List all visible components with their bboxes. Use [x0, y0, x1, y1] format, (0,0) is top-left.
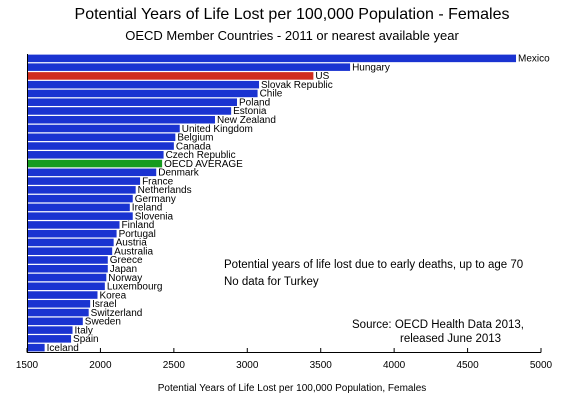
bar-iceland [27, 343, 45, 352]
bar-netherlands [27, 186, 136, 194]
bar-mexico [27, 54, 517, 63]
chart-title: Potential Years of Life Lost per 100,000… [74, 6, 510, 23]
x-tick-label-3000: 3000 [236, 360, 259, 371]
x-tick-label-4000: 4000 [383, 360, 406, 371]
bar-label-mexico: Mexico [518, 54, 550, 65]
bar-label-chile: Chile [260, 89, 283, 100]
bar-label-portugal: Portugal [119, 229, 156, 240]
bar-label-israel: Israel [92, 299, 116, 310]
bar-italy [27, 326, 73, 334]
bar-label-estonia: Estonia [233, 106, 267, 117]
bar-label-belgium: Belgium [177, 133, 213, 144]
bar-finland [27, 221, 120, 229]
x-axis: 1500 2000 2500 3000 3500 4000 4500 5000 [16, 54, 553, 371]
x-axis-label: Potential Years of Life Lost per 100,000… [157, 383, 427, 394]
bar-label-italy: Italy [75, 325, 93, 336]
bar-poland [27, 98, 238, 106]
bars-group [27, 54, 517, 352]
bar-label-switzerland: Switzerland [91, 308, 143, 319]
bar-label-austria: Austria [116, 238, 148, 249]
bar-austria [27, 238, 114, 247]
annotation-note-1: Potential years of life lost due to earl… [224, 259, 523, 271]
bar-slovenia [27, 212, 133, 220]
bar-switzerland [27, 308, 89, 317]
bar-hungary [27, 63, 351, 71]
x-tick-label-1500: 1500 [16, 360, 39, 371]
bar-portugal [27, 229, 117, 238]
x-tick-label-2000: 2000 [89, 360, 112, 371]
bar-korea [27, 291, 98, 299]
bar-oecd-average [27, 159, 163, 168]
bar-czech-republic [27, 151, 164, 159]
bar-label-australia: Australia [114, 246, 153, 257]
bar-israel [27, 300, 91, 308]
bar-label-greece: Greece [110, 255, 143, 266]
bar-label-japan: Japan [110, 264, 137, 275]
x-tick-label-3500: 3500 [310, 360, 333, 371]
bar-spain [27, 335, 72, 343]
bar-norway [27, 273, 107, 282]
bar-us [27, 72, 314, 80]
bar-canada [27, 142, 174, 150]
bar-sweden [27, 317, 83, 326]
bar-estonia [27, 107, 232, 115]
bar-label-luxembourg: Luxembourg [107, 282, 163, 293]
annotation-note-2: No data for Turkey [224, 276, 319, 288]
bar-france [27, 177, 141, 185]
bar-luxembourg [27, 282, 105, 291]
bar-label-iceland: Iceland [47, 343, 79, 354]
bar-label-spain: Spain [73, 334, 99, 345]
x-tick-label-4500: 4500 [456, 360, 479, 371]
bar-label-us: US [315, 71, 329, 82]
bar-label-finland: Finland [122, 220, 155, 231]
bar-label-czech-republic: Czech Republic [166, 150, 236, 161]
bar-germany [27, 194, 133, 203]
bar-denmark [27, 168, 157, 177]
x-tick-label-5000: 5000 [530, 360, 553, 371]
bar-chile [27, 89, 258, 98]
bar-label-ireland: Ireland [132, 203, 163, 214]
bar-belgium [27, 133, 176, 142]
annotation-source-2: released June 2013 [400, 333, 501, 345]
bar-slovak-republic [27, 80, 260, 89]
bar-ireland [27, 203, 130, 212]
bar-label-slovak-republic: Slovak Republic [261, 80, 333, 91]
bar-label-new-zealand: New Zealand [217, 115, 276, 126]
bar-label-denmark: Denmark [158, 168, 200, 179]
x-tick-label-2500: 2500 [163, 360, 186, 371]
bar-label-united-kingdom: United Kingdom [182, 124, 253, 135]
bar-label-norway: Norway [108, 273, 142, 284]
bar-japan [27, 264, 108, 273]
bar-label-korea: Korea [99, 290, 126, 301]
bar-australia [27, 247, 113, 255]
bar-label-oecd-average: OECD AVERAGE [164, 159, 243, 170]
annotation-source-1: Source: OECD Health Data 2013, [352, 319, 524, 331]
bar-label-slovenia: Slovenia [135, 211, 174, 222]
bar-label-canada: Canada [176, 141, 211, 152]
bar-label-germany: Germany [135, 194, 176, 205]
bar-label-hungary: Hungary [352, 62, 390, 73]
bar-label-france: France [142, 176, 174, 187]
bar-new-zealand [27, 115, 215, 124]
bar-united-kingdom [27, 124, 180, 133]
bar-greece [27, 256, 108, 264]
bar-label-poland: Poland [239, 97, 270, 108]
chart-subtitle: OECD Member Countries - 2011 or nearest … [125, 28, 459, 43]
bar-label-netherlands: Netherlands [138, 185, 192, 196]
bar-label-sweden: Sweden [85, 317, 121, 328]
